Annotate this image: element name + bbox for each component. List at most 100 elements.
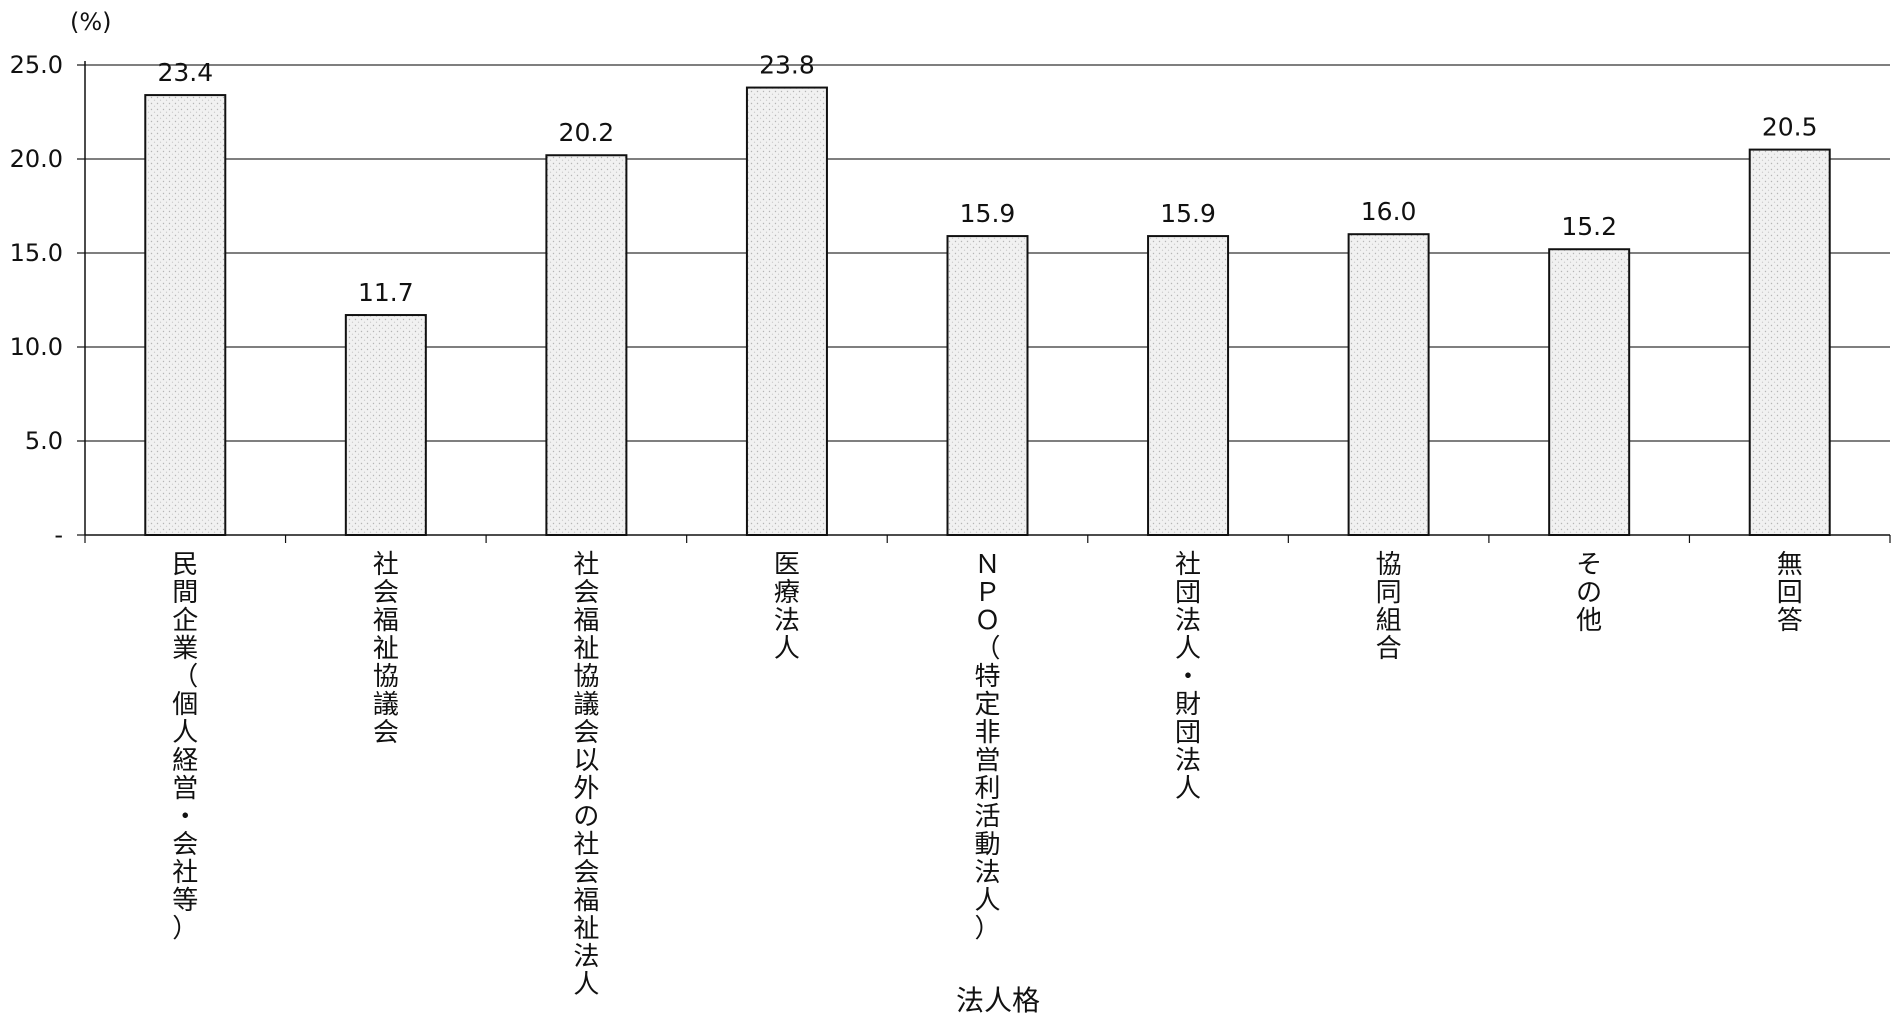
category-label-char: 人 (172, 718, 198, 748)
category-label-char: 特 (974, 662, 1000, 692)
category-label-char: ・ (1175, 662, 1201, 692)
category-label-char: 祉 (373, 634, 399, 664)
category-label-char: の (1576, 578, 1602, 608)
category-label-char: （ (172, 662, 198, 692)
bar (1748, 148, 1831, 536)
category-label-char: 団 (1175, 578, 1201, 608)
category-label-char: 等 (172, 886, 198, 916)
category-label-char: 社 (573, 830, 599, 860)
y-tick-label: 5.0 (25, 427, 63, 455)
y-tick-label: 20.0 (10, 145, 63, 173)
bar (1548, 248, 1631, 537)
category-label-char: 議 (573, 690, 599, 720)
category-label-char: 組 (1376, 606, 1402, 636)
category-label-char: 人 (573, 970, 599, 1000)
category-label-char: 回 (1777, 578, 1803, 608)
category-label-char: 会 (573, 858, 599, 888)
category-label-char: 法 (1175, 746, 1201, 776)
category-label: その他 (1576, 550, 1602, 636)
bar-value-label: 23.8 (759, 51, 815, 80)
category-label-char: 社 (1175, 550, 1201, 580)
bar-value-label: 15.9 (960, 199, 1016, 228)
bar (1147, 235, 1230, 537)
category-label-char: 人 (1175, 774, 1201, 804)
category-label-char: 無 (1777, 550, 1803, 580)
category-label-char: 会 (373, 578, 399, 608)
category-label-char: 議 (373, 690, 399, 720)
bars (144, 86, 1831, 537)
category-label-char: 経 (172, 746, 198, 776)
category-label-char: 人 (974, 886, 1000, 916)
category-label-char: 協 (573, 662, 599, 692)
category-label-char: 法 (974, 858, 1000, 888)
bar (344, 314, 427, 537)
y-tick-label: 15.0 (10, 239, 63, 267)
bar (1347, 233, 1430, 536)
category-label-char: 会 (373, 718, 399, 748)
category-label-char: 非 (974, 718, 1000, 748)
bar (545, 154, 628, 537)
category-label-char: そ (1576, 550, 1602, 580)
category-label-char: 福 (373, 606, 399, 636)
category-label-char: 団 (1175, 718, 1201, 748)
category-label-char: 営 (974, 746, 1000, 776)
category-labels: 民間企業（個人経営・会社等）社会福祉協議会社会福祉協議会以外の社会福祉法人医療法… (172, 550, 1802, 1000)
category-label-char: 他 (1576, 606, 1602, 636)
category-label-char: 間 (172, 578, 198, 608)
y-tick-label: - (54, 521, 63, 549)
category-label-char: 活 (974, 802, 1000, 832)
bar-value-label: 15.2 (1561, 212, 1617, 241)
category-label-char: 協 (1376, 550, 1402, 580)
category-label-char: 財 (1175, 690, 1201, 720)
category-label-char: 祉 (573, 914, 599, 944)
category-label-char: 医 (774, 550, 800, 580)
category-label-char: 社 (373, 550, 399, 580)
bar-value-label: 23.4 (157, 58, 213, 87)
bar-value-label: 16.0 (1361, 197, 1417, 226)
category-label-char: 法 (1175, 606, 1201, 636)
category-label: 無回答 (1777, 550, 1803, 636)
category-label-char: 祉 (573, 634, 599, 664)
category-label-char: Ｐ (974, 578, 1000, 608)
value-labels: 23.4 11.7 20.2 23.8 15.9 15.9 16.0 15.2 20.5 (157, 51, 1817, 307)
bar-value-label: 11.7 (358, 278, 414, 307)
category-label-char: 同 (1376, 578, 1402, 608)
category-label-char: 以 (573, 746, 599, 776)
bar-value-label: 15.9 (1160, 199, 1216, 228)
category-label-char: 利 (974, 774, 1000, 804)
category-label-char: 法 (573, 942, 599, 972)
category-label-char: 合 (1376, 634, 1402, 664)
category-label-char: Ｎ (974, 550, 1000, 580)
bar-value-label: 20.2 (559, 118, 615, 147)
category-label-char: 人 (774, 634, 800, 664)
category-label-char: ） (974, 914, 1000, 944)
category-label-char: 民 (172, 550, 198, 580)
category-label-char: 会 (172, 830, 198, 860)
category-label-char: （ (974, 634, 1000, 664)
category-label-char: 外 (573, 774, 599, 804)
category-label-char: 答 (1777, 606, 1803, 636)
category-label-char: 会 (573, 718, 599, 748)
category-label-char: 福 (573, 886, 599, 916)
bar (946, 235, 1029, 537)
y-tick-labels: - 5.0 10.0 15.0 20.0 25.0 (10, 51, 63, 549)
category-label-char: 法 (774, 606, 800, 636)
bar (144, 94, 227, 537)
y-unit-label: (%) (70, 8, 112, 36)
bar-value-label: 20.5 (1762, 113, 1818, 142)
category-label-char: の (573, 802, 599, 832)
y-tick-label: 25.0 (10, 51, 63, 79)
category-label-char: 社 (172, 858, 198, 888)
category-label-char: 社 (573, 550, 599, 580)
category-label-char: 営 (172, 774, 198, 804)
category-label-char: 定 (974, 690, 1000, 720)
y-tick-label: 10.0 (10, 333, 63, 361)
